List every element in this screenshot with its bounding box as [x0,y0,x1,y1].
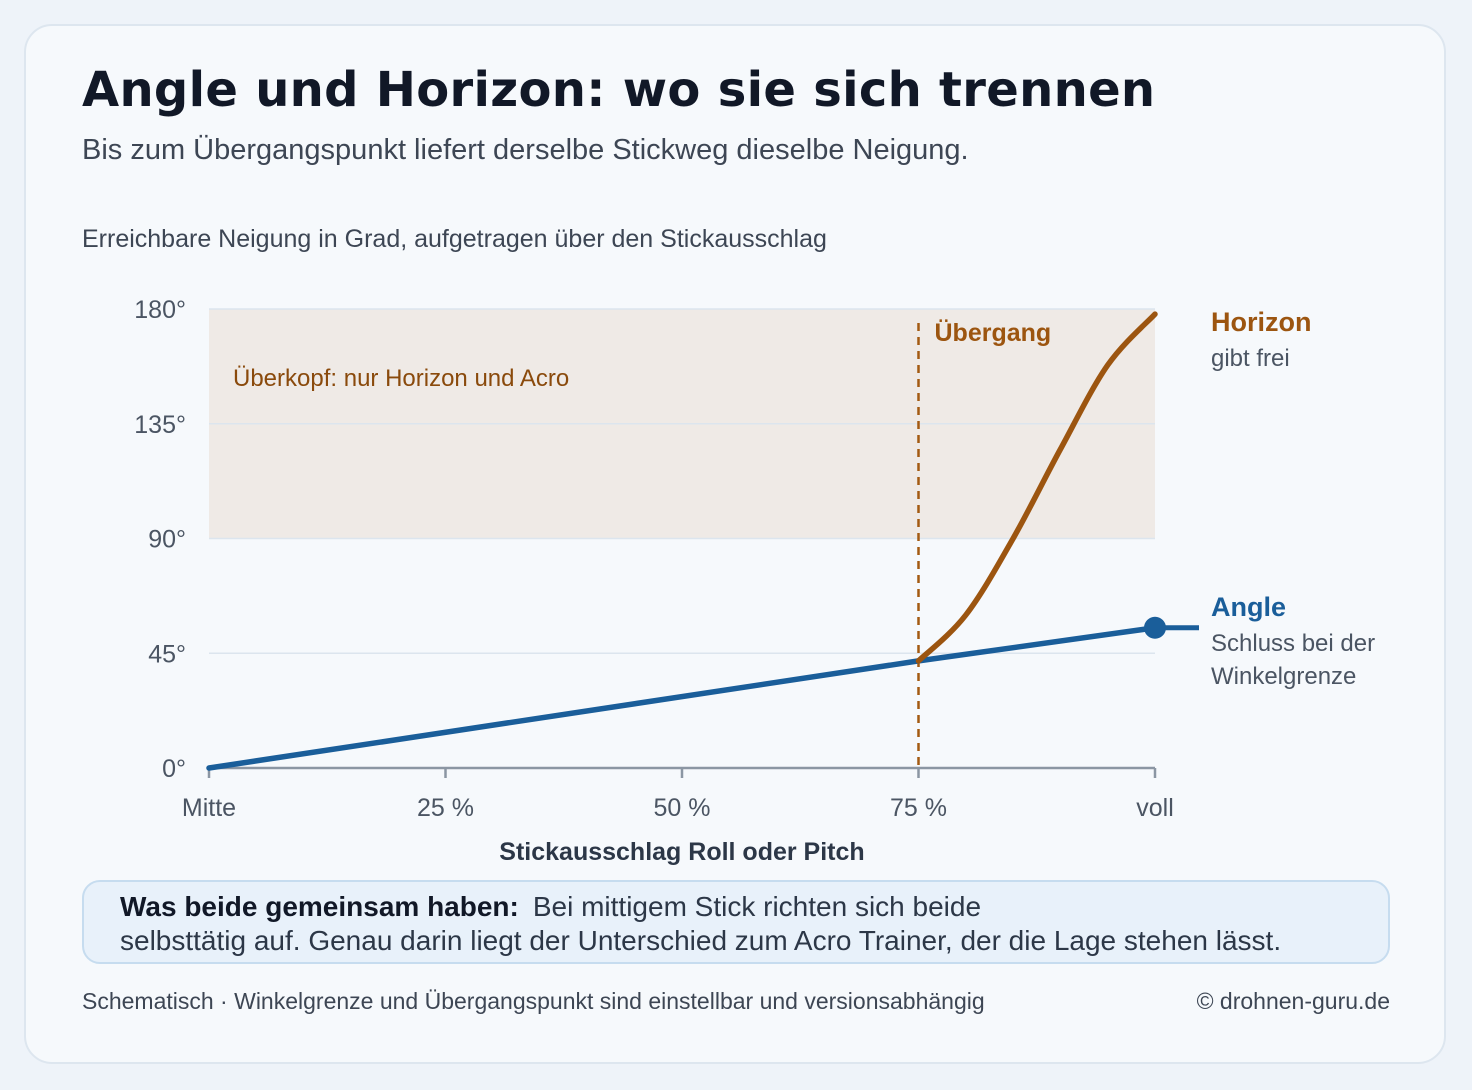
x-tick-label: Mitte [182,794,236,822]
x-tick-label: voll [1136,794,1174,822]
series-lines [206,311,1199,771]
series-note-angle: Winkelgrenze [1211,663,1356,690]
footer-note: Schematisch · Winkelgrenze und Übergangs… [82,988,985,1014]
x-axis-title: Stickausschlag Roll oder Pitch [499,838,864,866]
y-tick-label: 180° [134,296,186,324]
transition-label: Übergang [935,318,1052,347]
series-line-horizon [915,311,1158,664]
chart-caption: Erreichbare Neigung in Grad, aufgetragen… [82,225,827,253]
y-tick-label: 90° [148,526,186,554]
x-tick-label: 50 % [654,794,711,822]
page-title: Angle und Horizon: wo sie sich trennen [82,62,1156,118]
angle-end-point [1144,616,1166,639]
x-tick-label: 75 % [890,794,947,822]
x-tick-label: 25 % [417,794,474,822]
series-label-horizon: Horizon [1211,307,1312,337]
y-tick-labels: 0° 45° 90° 135° 180° [134,296,186,783]
y-tick-label: 0° [162,755,186,783]
series-line-angle [206,625,1158,771]
x-axis: Mitte 25 % 50 % 75 % voll [182,766,1174,822]
grid-lines [209,308,1155,654]
page-subtitle: Bis zum Übergangspunkt liefert derselbe … [82,134,969,166]
y-tick-label: 45° [148,640,186,668]
info-line-1: Was beide gemeinsam haben: Bei mittigem S… [120,890,1352,924]
footer-credit: © drohnen-guru.de [1196,988,1390,1014]
series-label-angle: Angle [1211,592,1286,622]
overhead-region-label: Überkopf: nur Horizon und Acro [233,365,569,392]
info-text-1: Bei mittigem Stick richten sich beide [532,891,982,922]
info-heading: Was beide gemeinsam haben: [120,891,519,922]
info-text-2: selbsttätig auf. Genau darin liegt der U… [120,925,1282,956]
series-labels: Angle Schluss bei der Winkelgrenze Horizon g… [1211,307,1375,690]
transition-marker: Übergang [917,318,1052,768]
series-note-angle: Schluss bei der [1211,630,1375,657]
info-box: Was beide gemeinsam haben: Bei mittigem S… [82,880,1390,964]
y-tick-label: 135° [134,411,186,439]
series-note-horizon: gibt frei [1211,345,1290,372]
